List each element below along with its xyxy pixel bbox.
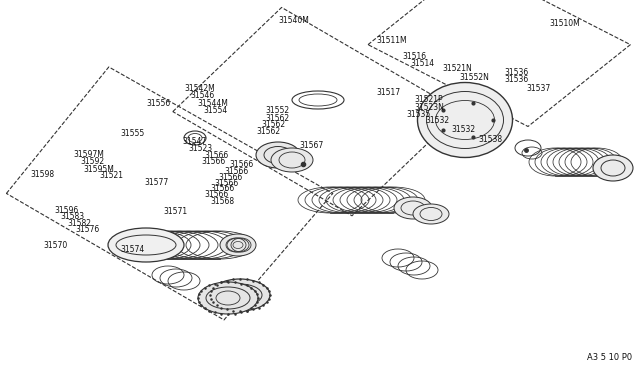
Ellipse shape [108,228,184,262]
Text: 31570: 31570 [44,241,68,250]
Text: 31521: 31521 [99,171,123,180]
Text: 31566: 31566 [224,167,248,176]
Ellipse shape [417,83,513,157]
Text: 31562: 31562 [266,114,290,123]
Text: 31571: 31571 [163,207,188,216]
Text: 31511M: 31511M [376,36,407,45]
Text: 31514: 31514 [411,60,435,68]
Text: 31517: 31517 [376,88,401,97]
Text: 31582: 31582 [67,219,92,228]
Text: 31556: 31556 [146,99,170,108]
Text: 31521N: 31521N [443,64,472,73]
Text: 31566: 31566 [210,185,234,193]
Ellipse shape [256,142,300,168]
Ellipse shape [593,155,633,181]
Text: 31566: 31566 [205,190,229,199]
Text: 31544M: 31544M [197,99,228,108]
Text: 31566: 31566 [205,151,229,160]
Text: 31567: 31567 [300,141,324,150]
Text: 31554: 31554 [204,106,228,115]
Text: 31523N: 31523N [415,103,445,112]
Text: 31555: 31555 [120,129,145,138]
Text: 31552: 31552 [266,106,290,115]
Text: 31562: 31562 [256,127,280,136]
Text: 31546: 31546 [191,92,215,100]
Text: 31523: 31523 [189,144,213,153]
Text: 31532: 31532 [426,116,450,125]
Text: 31596: 31596 [54,206,79,215]
Text: 31566: 31566 [229,160,253,169]
Text: 31536: 31536 [504,68,529,77]
Text: 31532: 31532 [451,125,476,134]
Text: 31537: 31537 [526,84,550,93]
Text: 31595M: 31595M [83,165,114,174]
Text: 31592: 31592 [80,157,104,166]
Text: 31542M: 31542M [184,84,215,93]
Text: 31540M: 31540M [278,16,309,25]
Ellipse shape [271,148,313,172]
Text: 31521P: 31521P [415,95,444,104]
Text: 31516: 31516 [402,52,426,61]
Text: 31568: 31568 [210,197,234,206]
Ellipse shape [220,234,256,256]
Text: 31510M: 31510M [549,19,580,28]
Text: 31566: 31566 [202,157,226,166]
Text: 31574: 31574 [120,246,145,254]
Text: 31566: 31566 [214,179,239,187]
Text: 31547: 31547 [182,137,207,146]
Text: 31566: 31566 [219,173,243,182]
Text: 31583: 31583 [61,212,85,221]
Text: A3 5 10 P0: A3 5 10 P0 [587,353,632,362]
Text: 31535: 31535 [406,110,431,119]
Ellipse shape [210,279,270,311]
Text: 31552N: 31552N [460,73,490,82]
Text: 31538: 31538 [479,135,503,144]
Text: 31562: 31562 [261,121,285,129]
Ellipse shape [394,197,432,219]
Text: 31577: 31577 [144,178,168,187]
Ellipse shape [198,282,258,314]
Text: 31536: 31536 [504,76,529,84]
Text: 31597M: 31597M [74,150,104,159]
Ellipse shape [413,204,449,224]
Text: 31598: 31598 [31,170,55,179]
Text: 31576: 31576 [76,225,100,234]
